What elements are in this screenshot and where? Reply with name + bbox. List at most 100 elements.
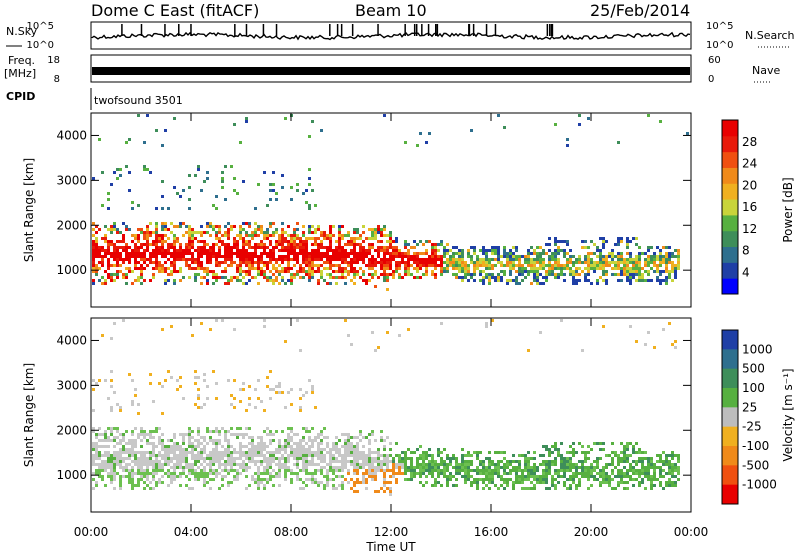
power-cell bbox=[212, 249, 215, 252]
power-cell bbox=[269, 279, 272, 282]
power-cell bbox=[227, 237, 230, 240]
velocity-cell bbox=[626, 448, 629, 451]
velocity-cell bbox=[626, 487, 629, 490]
power-cell bbox=[284, 255, 287, 258]
power-cell bbox=[416, 252, 419, 255]
velocity-cell bbox=[512, 466, 515, 469]
power-cell bbox=[539, 267, 542, 270]
velocity-cell bbox=[638, 475, 641, 478]
velocity-cell bbox=[245, 466, 248, 469]
power-cell bbox=[383, 228, 386, 231]
velocity-cell bbox=[332, 466, 335, 469]
power-cell bbox=[449, 261, 452, 264]
power-cell bbox=[662, 279, 665, 282]
velocity-cell bbox=[491, 460, 494, 463]
velocity-cell bbox=[635, 340, 638, 343]
power-cell bbox=[398, 252, 401, 255]
velocity-cell bbox=[311, 454, 314, 457]
power-cell bbox=[164, 279, 167, 282]
velocity-cell bbox=[215, 397, 218, 400]
power-cell bbox=[224, 282, 227, 285]
velocity-cell bbox=[260, 436, 263, 439]
power-cell bbox=[614, 264, 617, 267]
freq-label-line2: [MHz] bbox=[4, 67, 36, 80]
power-cell bbox=[455, 273, 458, 276]
velocity-cell bbox=[209, 478, 212, 481]
power-cell bbox=[107, 192, 110, 195]
velocity-cell bbox=[152, 436, 155, 439]
velocity-cell bbox=[272, 451, 275, 454]
velocity-cell bbox=[377, 490, 380, 493]
velocity-cell bbox=[449, 460, 452, 463]
power-cell bbox=[506, 255, 509, 258]
power-cell bbox=[404, 141, 407, 144]
power-cell bbox=[194, 279, 197, 282]
power-cell bbox=[392, 270, 395, 273]
velocity-cell bbox=[173, 463, 176, 466]
power-cell bbox=[365, 237, 368, 240]
velocity-cell bbox=[299, 487, 302, 490]
velocity-cell bbox=[317, 448, 320, 451]
power-cell bbox=[638, 258, 641, 261]
power-cell bbox=[239, 141, 242, 144]
power-cell bbox=[623, 264, 626, 267]
power-cell bbox=[551, 267, 554, 270]
velocity-cell bbox=[461, 469, 464, 472]
velocity-cell bbox=[218, 487, 221, 490]
velocity-cell bbox=[626, 442, 629, 445]
power-cell bbox=[542, 267, 545, 270]
power-cell bbox=[341, 267, 344, 270]
power-cell bbox=[356, 243, 359, 246]
velocity-cell bbox=[137, 436, 140, 439]
power-cell bbox=[575, 270, 578, 273]
power-cell bbox=[149, 234, 152, 237]
power-cell bbox=[296, 237, 299, 240]
velocity-cell bbox=[446, 469, 449, 472]
power-cell bbox=[587, 270, 590, 273]
velocity-cell bbox=[173, 469, 176, 472]
velocity-cell bbox=[401, 463, 404, 466]
power-cell bbox=[311, 267, 314, 270]
power-cell bbox=[395, 237, 398, 240]
power-cell bbox=[95, 249, 98, 252]
velocity-cell bbox=[314, 451, 317, 454]
velocity-cell bbox=[530, 466, 533, 469]
velocity-cell bbox=[239, 400, 242, 403]
power-cell bbox=[314, 258, 317, 261]
power-cell bbox=[296, 189, 299, 192]
power-cell bbox=[140, 246, 143, 249]
velocity-cell bbox=[368, 454, 371, 457]
velocity-cell bbox=[431, 457, 434, 460]
velocity-cell bbox=[452, 454, 455, 457]
power-cell bbox=[116, 276, 119, 279]
power-cell bbox=[338, 243, 341, 246]
velocity-cell bbox=[644, 469, 647, 472]
power-cell bbox=[92, 270, 95, 273]
power-cell bbox=[554, 258, 557, 261]
power-cell bbox=[419, 240, 422, 243]
velocity-cell bbox=[383, 454, 386, 457]
power-cell bbox=[122, 249, 125, 252]
velocity-cell bbox=[125, 466, 128, 469]
power-cell bbox=[392, 246, 395, 249]
velocity-cell bbox=[596, 478, 599, 481]
velocity-cell bbox=[605, 466, 608, 469]
power-cell bbox=[497, 255, 500, 258]
velocity-cell bbox=[170, 478, 173, 481]
power-cell bbox=[668, 273, 671, 276]
velocity-cell bbox=[353, 445, 356, 448]
velocity-cell bbox=[206, 463, 209, 466]
power-cell bbox=[293, 246, 296, 249]
velocity-cell bbox=[479, 472, 482, 475]
power-cell bbox=[509, 267, 512, 270]
power-cell bbox=[158, 261, 161, 264]
velocity-cell bbox=[587, 469, 590, 472]
power-cell bbox=[413, 276, 416, 279]
power-cell bbox=[323, 237, 326, 240]
velocity-cell bbox=[269, 442, 272, 445]
velocity-cell bbox=[320, 472, 323, 475]
ytick-label: 4000 bbox=[56, 333, 87, 347]
velocity-cell bbox=[632, 484, 635, 487]
velocity-cell bbox=[425, 454, 428, 457]
power-cell bbox=[107, 252, 110, 255]
